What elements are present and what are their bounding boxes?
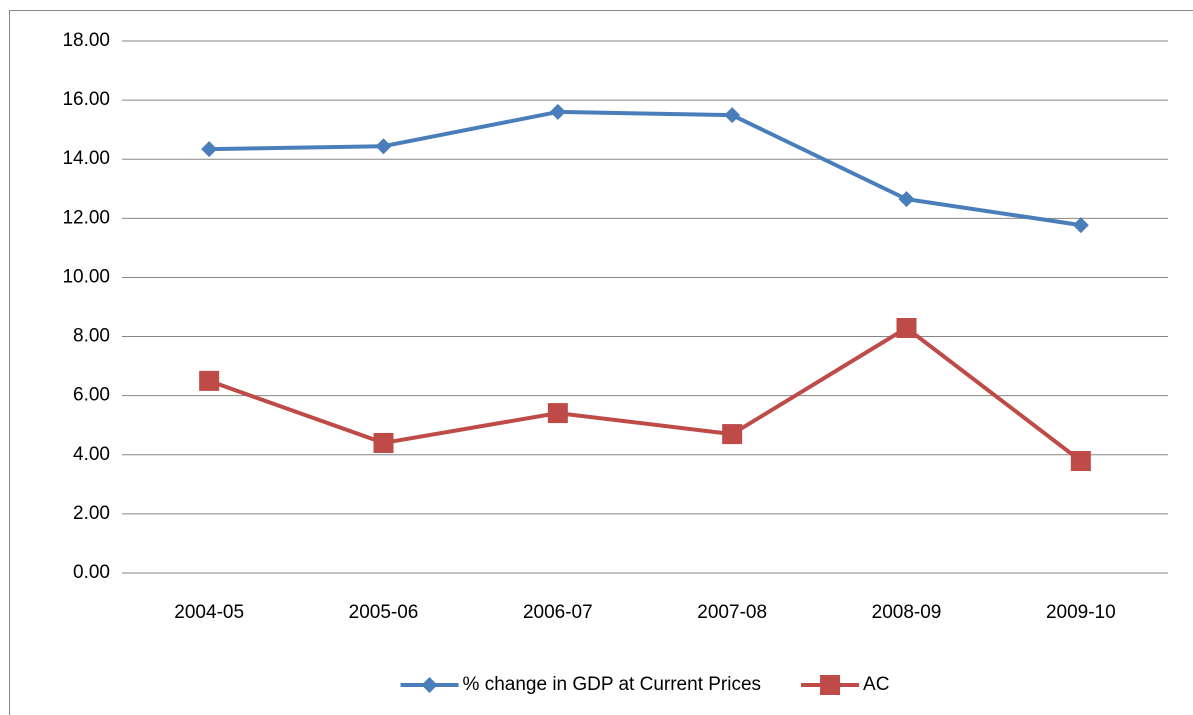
marker xyxy=(547,403,568,424)
y-tick-label: 6.00 xyxy=(73,385,110,406)
marker xyxy=(1070,450,1091,471)
marker xyxy=(375,138,392,155)
y-tick-label: 10.00 xyxy=(62,266,110,287)
y-tick-label: 12.00 xyxy=(62,207,110,228)
marker xyxy=(199,370,220,391)
marker xyxy=(898,191,915,208)
marker xyxy=(1072,217,1089,234)
legend-label: AC xyxy=(863,674,889,695)
y-tick-label: 0.00 xyxy=(73,562,110,583)
series-line xyxy=(208,325,1083,463)
x-tick-label: 2006-07 xyxy=(523,602,593,623)
y-tick-label: 18.00 xyxy=(62,30,110,51)
marker xyxy=(820,675,841,695)
x-tick-label: 2004-05 xyxy=(174,602,244,623)
y-tick-label: 2.00 xyxy=(73,503,110,524)
y-tick-label: 4.00 xyxy=(73,444,110,465)
series-line xyxy=(209,109,1082,228)
marker xyxy=(896,317,917,338)
marker xyxy=(421,677,438,693)
marker xyxy=(724,107,741,124)
x-tick-label: 2008-09 xyxy=(872,602,942,623)
marker xyxy=(549,103,566,120)
marker xyxy=(373,432,394,453)
x-tick-label: 2005-06 xyxy=(349,602,419,623)
x-tick-label: 2007-08 xyxy=(697,602,767,623)
x-tick-label: 2009-10 xyxy=(1046,602,1116,623)
legend-label: % change in GDP at Current Prices xyxy=(463,674,762,695)
y-tick-label: 16.00 xyxy=(62,89,110,110)
marker xyxy=(201,141,218,158)
y-tick-label: 8.00 xyxy=(73,326,110,347)
marker xyxy=(722,424,743,445)
chart-border xyxy=(9,10,1193,715)
y-tick-label: 14.00 xyxy=(62,148,110,169)
